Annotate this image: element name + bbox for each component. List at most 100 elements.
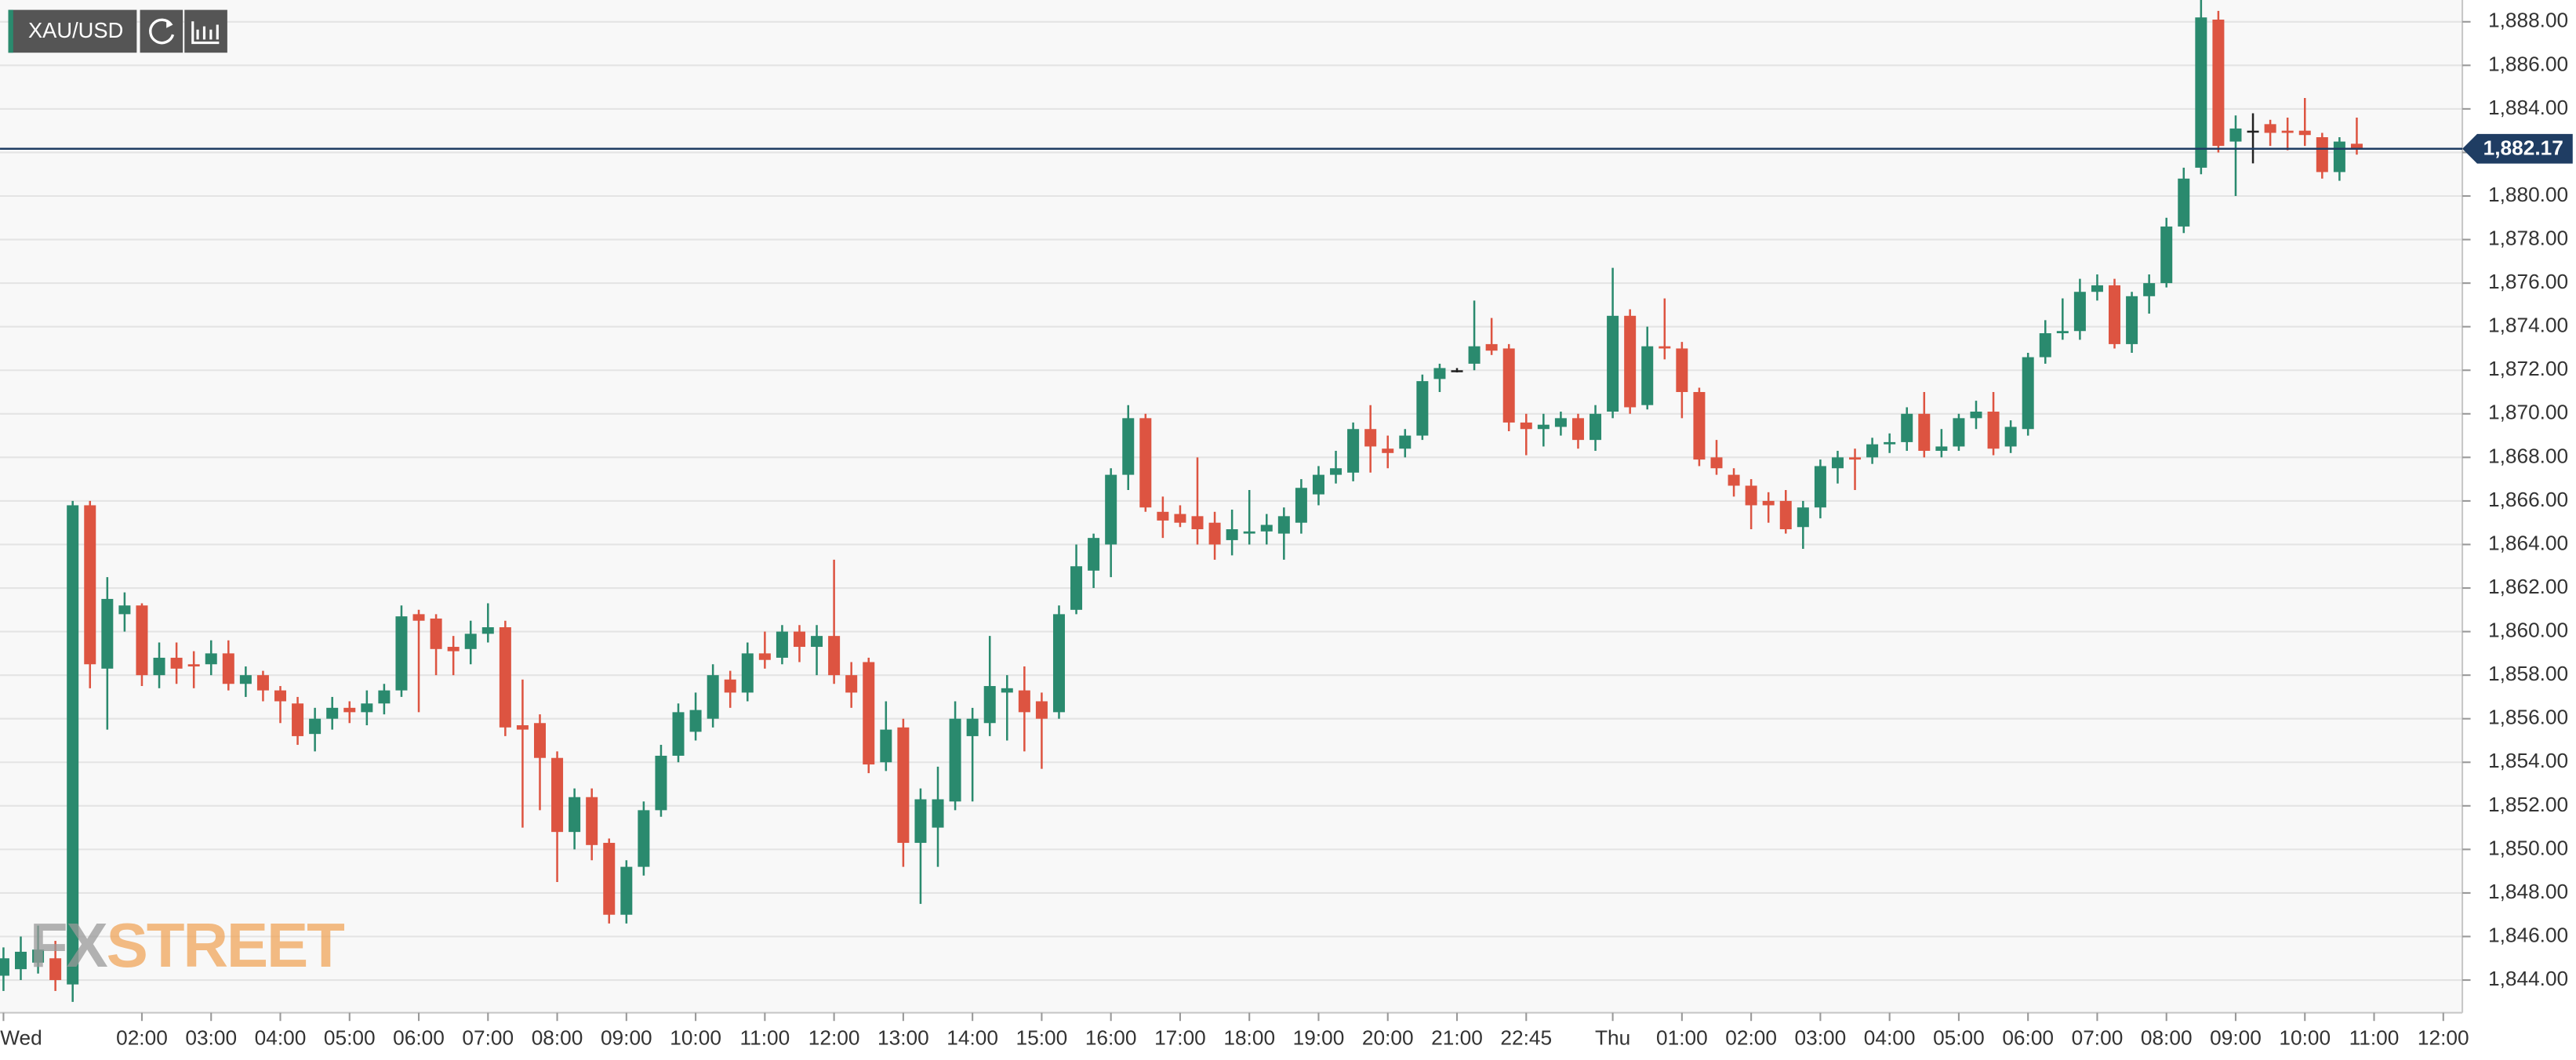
y-tick-label: 1,854.00: [2488, 749, 2568, 772]
x-tick-label: 04:00: [1864, 1026, 1916, 1049]
candle-body: [2247, 130, 2259, 133]
candle-body: [1987, 412, 2000, 449]
candle-body: [205, 653, 217, 665]
candle-body: [569, 797, 581, 833]
plot-area: [0, 0, 2462, 1013]
refresh-icon: [149, 18, 175, 45]
x-tick-label: 10:00: [670, 1026, 721, 1049]
candle-body: [2143, 283, 2156, 296]
candle-body: [1831, 457, 1844, 469]
candle-body: [1797, 507, 1809, 528]
candle-body: [586, 797, 598, 845]
x-tick-label: 11:00: [2349, 1026, 2400, 1049]
candle-body: [966, 718, 979, 736]
candle-body: [1330, 468, 1342, 475]
candle-body: [0, 958, 9, 976]
candle-body: [655, 755, 667, 811]
x-tick-label: 15:00: [1016, 1026, 1068, 1049]
candle-body: [2039, 333, 2051, 358]
candle-body: [914, 799, 927, 844]
candle-body: [1295, 488, 1307, 523]
last-price-label: 1,882.17: [2483, 136, 2563, 160]
candle-body: [1260, 525, 1273, 532]
x-tick-label: 03:00: [1795, 1026, 1847, 1049]
candle-body: [292, 703, 304, 736]
candle-body: [880, 729, 892, 763]
x-tick-label: 09:00: [2210, 1026, 2262, 1049]
y-tick-label: 1,864.00: [2488, 531, 2568, 554]
candle-body: [1779, 500, 1792, 530]
toolbar: XAU/USD: [8, 9, 227, 53]
candle-body: [1312, 474, 1324, 495]
candle-body: [1728, 474, 1740, 486]
x-tick-label: 13:00: [877, 1026, 929, 1049]
y-tick-label: 1,862.00: [2488, 575, 2568, 598]
candle-body: [1571, 418, 1584, 441]
candle-body: [395, 616, 408, 691]
candle-body: [1088, 538, 1100, 571]
candle-body: [1970, 412, 1982, 419]
candle-body: [1035, 701, 1048, 719]
candle-body: [1814, 466, 1826, 508]
x-tick-label: 07:00: [462, 1026, 514, 1049]
x-tick-label: 18:00: [1223, 1026, 1275, 1049]
candle-body: [983, 686, 996, 724]
candle-body: [2056, 331, 2069, 334]
refresh-button[interactable]: [140, 9, 183, 53]
candle-body: [1590, 413, 1602, 441]
symbol-label: XAU/USD: [28, 18, 123, 42]
candle-body: [741, 653, 754, 693]
candle-body: [222, 653, 234, 684]
history-button[interactable]: [184, 9, 227, 53]
candle-body: [1710, 457, 1723, 469]
candle-body: [1866, 444, 1879, 458]
x-tick-label: 10:00: [2279, 1026, 2331, 1049]
x-tick-label: 17:00: [1154, 1026, 1206, 1049]
candle-body: [1884, 441, 1896, 445]
candle-body: [49, 958, 62, 981]
candle-body: [1502, 348, 1515, 423]
candle-body: [361, 703, 373, 713]
x-tick-label: 19:00: [1293, 1026, 1345, 1049]
x-tick-label: 09:00: [601, 1026, 652, 1049]
candle-body: [551, 757, 564, 833]
y-tick-label: 1,852.00: [2488, 793, 2568, 816]
candle-body: [1659, 346, 1671, 349]
x-tick-label: 06:00: [393, 1026, 445, 1049]
x-tick-label: 05:00: [1933, 1026, 1985, 1049]
candle-body: [1676, 348, 1688, 393]
candle-body: [1433, 368, 1446, 379]
candle-body: [1191, 516, 1204, 530]
y-tick-label: 1,866.00: [2488, 488, 2568, 511]
candle-body: [1243, 531, 1255, 534]
x-tick-label: 02:00: [1725, 1026, 1777, 1049]
symbol-button[interactable]: [8, 9, 137, 53]
candle-body: [1693, 392, 1706, 460]
x-tick-label: 12:00: [808, 1026, 860, 1049]
candle-body: [1018, 690, 1030, 713]
candle-body: [1277, 516, 1290, 534]
candle-body: [32, 949, 45, 963]
x-tick-label: 21:00: [1431, 1026, 1483, 1049]
candle-body: [1537, 424, 1550, 430]
history-icon: [191, 21, 220, 45]
candle-body: [378, 690, 391, 704]
candle-body: [1364, 429, 1377, 447]
candle-body: [412, 614, 425, 621]
x-tick-label: 20:00: [1362, 1026, 1414, 1049]
candle-body: [2350, 143, 2363, 149]
y-tick-label: 1,888.00: [2488, 9, 2568, 32]
candle-body: [533, 723, 546, 758]
y-tick-label: 1,868.00: [2488, 444, 2568, 467]
candle-body: [1382, 448, 1394, 453]
candle-body: [343, 707, 356, 713]
y-tick-label: 1,872.00: [2488, 357, 2568, 380]
x-tick-label: 03:00: [185, 1026, 237, 1049]
candle-body: [499, 627, 511, 728]
candle-body: [2229, 128, 2242, 142]
candle-body: [1918, 413, 1931, 452]
y-tick-label: 1,878.00: [2488, 227, 2568, 250]
candle-body: [603, 843, 616, 915]
candle-body: [1208, 522, 1221, 545]
candle-body: [793, 631, 805, 648]
